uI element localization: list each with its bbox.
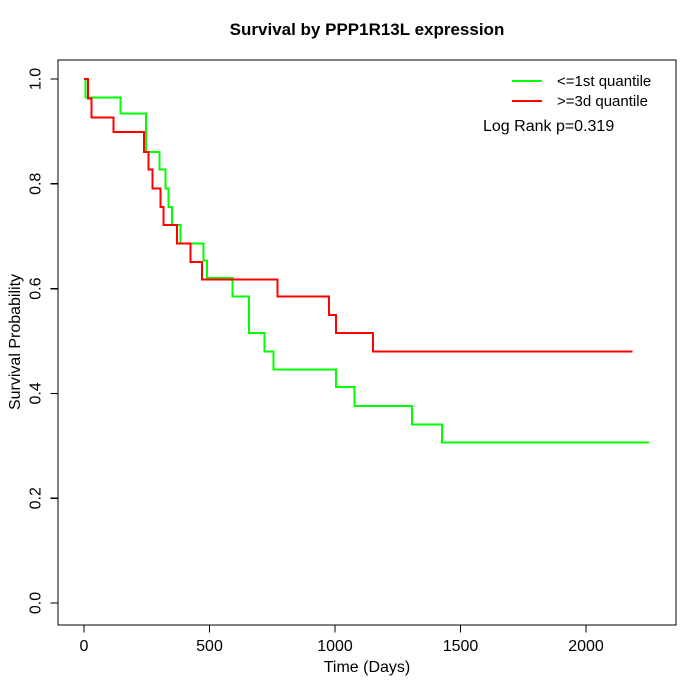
y-tick-label: 0.0: [28, 592, 45, 614]
plot-box: [57, 59, 677, 626]
legend-line-red: [512, 100, 542, 102]
legend-label-high: >=3d quantile: [557, 92, 648, 110]
y-tick-label: 0.6: [28, 277, 45, 299]
legend: <=1st quantile >=3d quantile Log Rank p=…: [483, 71, 693, 136]
x-tick-label: 1000: [317, 638, 353, 655]
y-tick-label: 0.4: [28, 382, 45, 404]
x-tick-label: 1500: [443, 638, 479, 655]
legend-label-low: <=1st quantile: [557, 72, 652, 90]
chart-title: Survival by PPP1R13L expression: [229, 20, 505, 39]
y-axis-label: Survival Probability: [7, 273, 24, 411]
legend-line-green: [512, 80, 542, 82]
x-tick-label: 0: [80, 638, 89, 655]
x-tick-label: 2000: [568, 638, 604, 655]
log-rank-annotation: Log Rank p=0.319: [483, 118, 615, 135]
y-tick-label: 0.8: [28, 173, 45, 195]
legend-item-low-expression: <=1st quantile: [483, 71, 693, 91]
y-tick-label: 0.2: [28, 487, 45, 509]
y-tick-label: 1.0: [28, 68, 45, 90]
legend-item-high-expression: >=3d quantile: [483, 91, 693, 111]
x-tick-label: 500: [196, 638, 223, 655]
x-axis-label: Time (Days): [323, 659, 411, 676]
km-curve-high-expression: [84, 78, 633, 353]
